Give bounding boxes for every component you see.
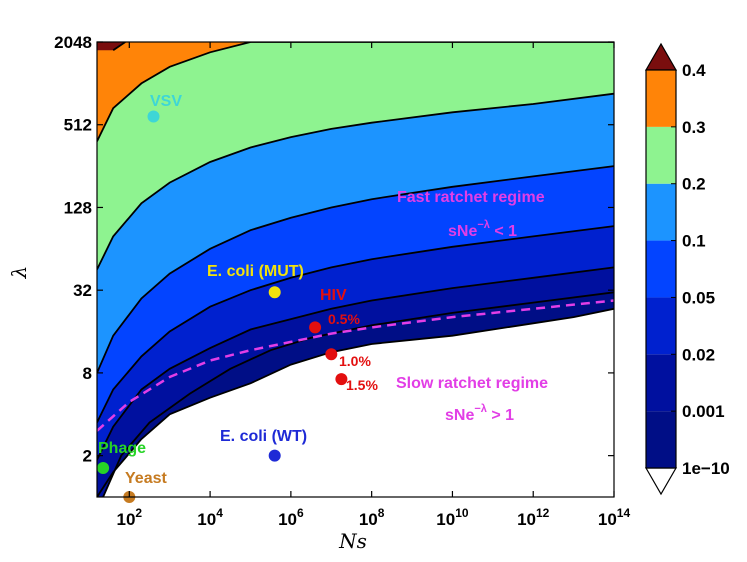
- colorbar-bottom-triangle: [644, 467, 678, 496]
- y-tick-label: 32: [73, 281, 92, 300]
- colorbar-tick-label: 0.3: [682, 118, 706, 137]
- colorbar-tick-label: 0.2: [682, 175, 706, 194]
- colorbar-tick-label: 0.05: [682, 288, 715, 307]
- colorbar-segment: [646, 354, 676, 412]
- marker-hiv-1-0-: [325, 348, 338, 361]
- x-tick-label: 106: [278, 506, 304, 529]
- colorbar: 1e−10 0.001 0.02 0.05 0.1 0.2 0.3 0.4: [644, 42, 730, 496]
- x-tick-label: 102: [117, 506, 143, 529]
- colorbar-tick-label: 0.1: [682, 232, 706, 251]
- y-tick-label: 8: [83, 364, 92, 383]
- slow-regime-condition: sNe−λ > 1: [445, 403, 514, 424]
- data-markers: [97, 110, 348, 503]
- label-hiv-15: 1.5%: [346, 377, 378, 393]
- x-tick-label: 108: [359, 506, 385, 529]
- y-tick-label: 2048: [54, 33, 92, 52]
- x-tick-label: 1014: [598, 506, 631, 529]
- label-phage: Phage: [98, 440, 146, 457]
- slow-cond-main: sNe: [445, 407, 474, 424]
- y-axis-title-text: λ: [7, 266, 31, 280]
- colorbar-segment: [646, 70, 676, 127]
- fast-regime-condition: sNe−λ < 1: [448, 219, 517, 240]
- slow-regime-title: Slow ratchet regime: [396, 375, 548, 392]
- slow-cond-exp: −λ: [474, 403, 487, 415]
- contour-lines: [97, 42, 614, 497]
- x-tick-label: 1012: [517, 506, 550, 529]
- colorbar-tick-label: 0.02: [682, 345, 715, 364]
- contour-line-0.3: [97, 42, 614, 142]
- label-hiv: HIV: [320, 287, 347, 304]
- contour-line-0.02: [97, 266, 614, 461]
- label-hiv-05: 0.5%: [328, 311, 360, 327]
- marker-e-coli-wt-: [268, 449, 281, 462]
- x-axis-title: Ns: [338, 529, 367, 553]
- contour-line-0.2: [97, 92, 614, 270]
- label-ecoli-wt: E. coli (WT): [220, 428, 307, 445]
- fast-regime-title: Fast ratchet regime: [397, 189, 545, 206]
- colorbar-segment: [646, 240, 676, 298]
- colorbar-top-triangle: [644, 42, 678, 71]
- colorbar-frame: [645, 69, 677, 469]
- plot-area: 102 104 106 108 1010 1012 1014 2 8 32 128 512 2048: [54, 33, 631, 529]
- marker-vsv: [147, 110, 160, 123]
- y-tick-label: 2: [83, 447, 92, 466]
- marker-hiv-1-5-: [335, 373, 348, 386]
- y-ticks: 2 8 32 128 512 2048: [54, 33, 614, 466]
- marker-phage: [97, 462, 110, 474]
- colorbar-segment: [646, 411, 676, 468]
- marker-e-coli-mut-: [268, 286, 281, 299]
- threshold-dashed-line: [97, 299, 614, 432]
- contour-fill-0.3: [97, 42, 614, 142]
- label-yeast: Yeast: [125, 470, 167, 487]
- label-vsv: VSV: [150, 93, 182, 110]
- contour-line-0.05: [97, 225, 614, 423]
- label-hiv-10: 1.0%: [339, 353, 371, 369]
- x-tick-label: 1010: [436, 506, 469, 529]
- y-axis-title: λ: [7, 266, 31, 280]
- contour-fill-0.2: [97, 42, 614, 270]
- x-ticks: 102 104 106 108 1010 1012 1014: [117, 42, 631, 529]
- contour-line-0.001: [102, 291, 614, 497]
- contour-line-0.1: [97, 165, 614, 374]
- colorbar-segment: [646, 126, 676, 184]
- slow-cond-rel: > 1: [487, 407, 514, 424]
- colorbar-tick-label: 0.4: [682, 61, 706, 80]
- colorbar-segment: [646, 297, 676, 355]
- label-ecoli-mut: E. coli (MUT): [207, 263, 304, 280]
- contour-line-0.4: [112, 42, 126, 52]
- colorbar-tick-label: 1e−10: [682, 459, 730, 478]
- fast-cond-main: sNe: [448, 223, 477, 240]
- plot-frame: [96, 41, 615, 498]
- marker-hiv-0-5-: [309, 321, 322, 334]
- colorbar-segment: [646, 183, 676, 241]
- contour-fills: [97, 42, 614, 497]
- fast-cond-exp: −λ: [477, 219, 490, 231]
- colorbar-tick-label: 0.001: [682, 402, 725, 421]
- x-tick-label: 104: [197, 506, 223, 529]
- y-tick-label: 128: [64, 198, 92, 217]
- y-tick-label: 512: [64, 116, 92, 135]
- fast-cond-rel: < 1: [490, 223, 517, 240]
- x-axis-title-text: Ns: [338, 529, 367, 553]
